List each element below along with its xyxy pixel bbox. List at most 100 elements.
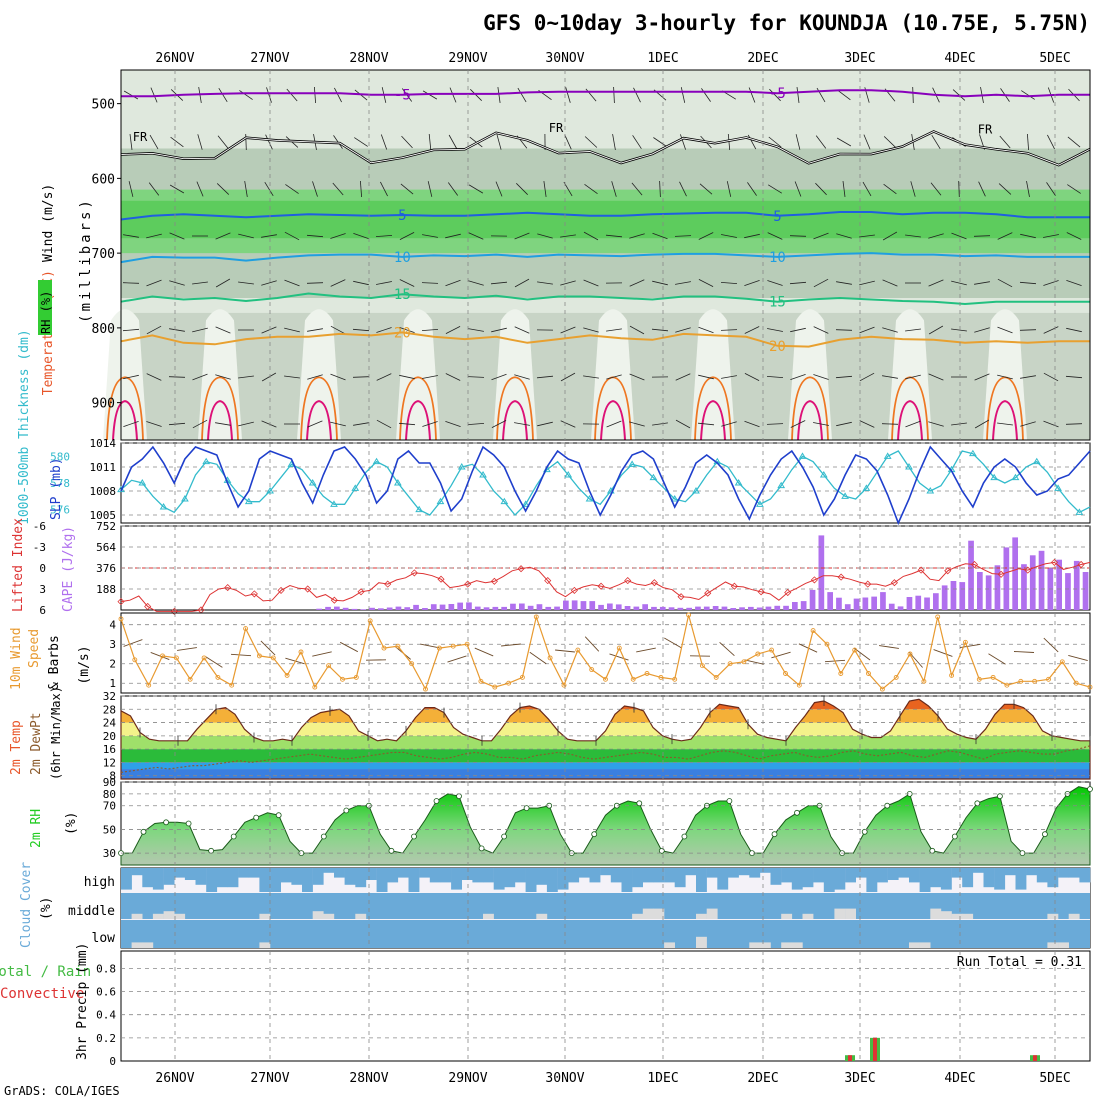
wind-barb	[400, 183, 414, 195]
lifted-index-marker	[357, 588, 365, 596]
rh-tick-label: 30	[103, 847, 116, 860]
cape-bar	[510, 603, 516, 610]
wind-barb	[859, 372, 875, 382]
wind-barb	[859, 326, 875, 334]
wind-speed-marker	[326, 663, 332, 669]
cape-bar	[439, 604, 446, 610]
cloud-bar-high	[919, 868, 931, 892]
cloud-bar-high	[738, 868, 750, 876]
thickness-tick-label: 576	[50, 504, 70, 517]
wind-speed-marker	[547, 655, 553, 661]
wind-barb	[882, 279, 898, 287]
rh-marker	[433, 798, 440, 804]
rh-ylabel-group: 2m RH	[29, 809, 44, 848]
wind-barb	[1066, 327, 1082, 333]
wind-barb	[192, 281, 208, 285]
rh-marker	[253, 814, 260, 821]
cape-bar	[950, 581, 957, 610]
wind-barb	[973, 235, 991, 237]
wind-barb	[1047, 134, 1055, 150]
wind-barb	[1067, 184, 1081, 194]
wind-barb	[306, 282, 324, 284]
precip-convective-label: Convective	[0, 986, 84, 1002]
dry-plume-6	[691, 309, 735, 440]
wind-barb	[445, 373, 461, 381]
thickness-marker	[308, 479, 317, 486]
wind-barb	[422, 234, 438, 238]
precip-panel: 0 0.2 0.4 0.6 0.8 Run Total = 0.31 Total / Rai…	[0, 943, 1091, 1068]
thickness-marker	[734, 479, 743, 486]
wind-barb	[583, 375, 599, 379]
lifted-index-line	[120, 561, 1091, 612]
wind-barb	[286, 88, 298, 102]
wind-barb-10m	[205, 656, 223, 668]
wind-barb	[261, 420, 277, 428]
thickness-marker	[862, 484, 871, 491]
wind-barb	[517, 87, 527, 103]
precip-ylabel-group: 3hr Precip (mm)	[75, 943, 90, 1060]
wind-barb	[790, 374, 806, 380]
hot-contour-1	[207, 400, 233, 441]
wind-barb-10m	[1013, 651, 1035, 653]
wind-barb	[491, 327, 507, 333]
cape-bar	[783, 605, 789, 610]
wind-barb	[1066, 232, 1082, 240]
wind-barb	[537, 233, 553, 239]
thickness-marker	[628, 460, 637, 467]
wind-barb	[514, 232, 530, 240]
wind-barb	[376, 419, 392, 429]
y-tick-label: 900	[92, 397, 115, 412]
wind-barb	[813, 278, 829, 288]
wind-barb	[794, 181, 802, 197]
warm-contour-7	[791, 376, 829, 441]
hot-contour-2	[306, 400, 332, 441]
cloud-bar-high	[1047, 868, 1059, 888]
wind-barb	[699, 183, 713, 195]
wind-barb	[606, 328, 622, 332]
cape-tick-label: 188	[96, 583, 116, 596]
wind-barb	[1020, 421, 1036, 427]
cloud-bar-high	[451, 868, 462, 890]
wind-barb	[445, 233, 461, 239]
precip-tick-label: 0.4	[96, 1009, 116, 1022]
cloud-gap-low	[696, 936, 707, 948]
wind-barb	[217, 135, 229, 149]
wind-barb	[1065, 375, 1083, 379]
wind-speed-marker	[478, 678, 484, 684]
lifted-index-marker	[810, 576, 818, 584]
hot-contour-6	[700, 400, 726, 441]
lifted-index-marker	[117, 598, 125, 606]
wind-barb	[353, 233, 369, 239]
warm-contour-4	[496, 376, 534, 441]
cloud-row-label: middle	[68, 904, 115, 919]
y-tick-label: 500	[92, 98, 115, 113]
thickness-marker	[138, 479, 147, 486]
cape-bar	[748, 606, 754, 610]
cloud-bar-high	[355, 868, 367, 888]
wind-barb	[244, 181, 248, 197]
wind-barb	[912, 86, 914, 104]
wind-barb	[974, 419, 990, 429]
wind-barb	[633, 87, 641, 103]
wind-barb	[261, 280, 277, 286]
precip-tick-label: 0.6	[96, 986, 116, 999]
rh-marker	[771, 831, 778, 838]
cloud-gap-low	[759, 942, 771, 948]
thickness-marker	[351, 484, 360, 491]
thickness-marker	[670, 495, 679, 502]
thickness-marker	[266, 487, 274, 494]
wind-barb	[698, 232, 714, 240]
cloud-bar-high	[515, 868, 526, 883]
lifted-index-marker	[304, 585, 312, 593]
temp-band-6	[121, 699, 1090, 710]
cape-bar	[598, 604, 604, 610]
wind-barb	[495, 181, 503, 197]
wind-barb	[859, 280, 875, 286]
lifted-index-marker	[144, 602, 152, 611]
rh-marker	[230, 833, 237, 840]
wind-barb	[727, 133, 731, 151]
isotherm-label: 5	[398, 208, 406, 224]
cape-bar	[862, 597, 869, 610]
wind-barb	[796, 87, 800, 103]
